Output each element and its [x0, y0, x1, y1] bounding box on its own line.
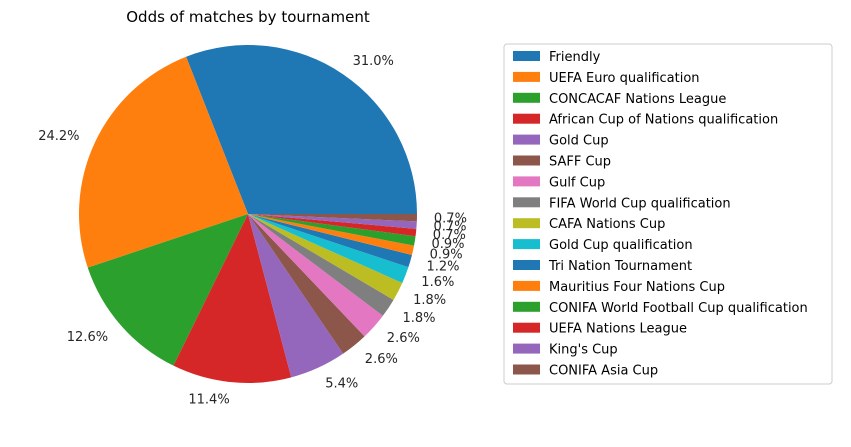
legend-item: UEFA Nations League: [513, 322, 687, 337]
legend-label: SAFF Cup: [549, 155, 611, 170]
legend-label: Friendly: [549, 50, 601, 65]
pie-slice-12: [248, 214, 415, 255]
legend-label: UEFA Euro qualification: [549, 71, 700, 86]
legend-swatch: [513, 197, 540, 208]
legend: Friendly UEFA Euro qualification CONCACAF …: [503, 43, 833, 385]
pct-label-5: 5.4%: [325, 377, 358, 392]
pct-label-6: 2.6%: [365, 352, 398, 367]
legend-item: CONIFA World Football Cup qualification: [513, 301, 808, 316]
legend-label: King's Cup: [549, 343, 618, 358]
pct-label-16: 0.7%: [434, 212, 467, 227]
legend-label: Gulf Cup: [549, 175, 605, 190]
legend-label: CONIFA Asia Cup: [549, 364, 658, 379]
pct-label-15: 0.7%: [434, 220, 467, 235]
legend-item: CONIFA Asia Cup: [513, 364, 658, 379]
legend-label: Gold Cup qualification: [549, 238, 693, 253]
pct-label-7: 2.6%: [387, 331, 420, 346]
legend-swatch: [513, 134, 540, 145]
legend-label: Mauritius Four Nations Cup: [549, 280, 725, 295]
pie-slice-6: [248, 214, 365, 354]
chart-title: Odds of matches by tournament: [126, 8, 370, 26]
legend-item: CAFA Nations Cup: [513, 217, 665, 232]
pie-slice-7: [248, 214, 383, 337]
legend-label: African Cup of Nations qualification: [549, 113, 778, 128]
pct-label-1: 31.0%: [353, 54, 394, 69]
legend-item: Mauritius Four Nations Cup: [513, 280, 725, 295]
legend-label: Gold Cup: [549, 134, 609, 149]
legend-item: Gulf Cup: [513, 175, 605, 190]
pie-slice-14: [248, 214, 417, 237]
pie-slices: [78, 45, 417, 384]
legend-swatch: [513, 239, 540, 250]
legend-item: Friendly: [513, 50, 601, 65]
pie-slice-2: [78, 56, 249, 268]
legend-label: UEFA Nations League: [549, 322, 687, 337]
legend-item: UEFA Euro qualification: [513, 71, 700, 86]
pie-slice-4: [173, 214, 292, 384]
pie-slice-11: [248, 214, 412, 268]
pct-label-2: 24.2%: [38, 129, 79, 144]
pie-slice-5: [248, 214, 344, 378]
legend-label: CONIFA World Football Cup qualification: [549, 301, 808, 316]
legend-swatch: [513, 155, 540, 166]
pie-slice-16: [248, 214, 417, 222]
pct-label-12: 0.9%: [430, 247, 463, 262]
pie-slice-9: [248, 214, 403, 300]
legend-swatch: [513, 113, 540, 124]
legend-label: CAFA Nations Cup: [549, 217, 665, 232]
legend-item: Tri Nation Tournament: [513, 259, 692, 274]
legend-item: African Cup of Nations qualification: [513, 113, 778, 128]
legend-swatch: [513, 218, 540, 229]
legend-item: SAFF Cup: [513, 155, 611, 170]
legend-item: Gold Cup: [513, 134, 609, 149]
pct-label-8: 1.8%: [403, 311, 436, 326]
pie-percent-labels: 31.0% 24.2% 12.6% 11.4% 5.4% 2.6% 2.6% 1.8% 1.8%…: [38, 54, 467, 408]
pct-label-11: 1.2%: [427, 259, 460, 274]
legend-swatch: [513, 71, 540, 82]
legend-swatch: [513, 260, 540, 270]
legend-item: CONCACAF Nations League: [513, 92, 726, 107]
legend-label: CONCACAF Nations League: [549, 92, 726, 107]
pct-label-14: 0.7%: [433, 228, 466, 243]
legend-item: FIFA World Cup qualification: [513, 196, 731, 211]
legend-swatch: [513, 364, 540, 375]
pie-slice-15: [248, 214, 417, 229]
legend-label: Tri Nation Tournament: [548, 259, 692, 274]
pct-label-3: 12.6%: [67, 330, 108, 345]
legend-swatch: [513, 51, 540, 61]
pie-slice-1: [186, 45, 417, 214]
legend-swatch: [513, 176, 540, 187]
pct-label-4: 11.4%: [188, 393, 229, 408]
legend-label: FIFA World Cup qualification: [549, 196, 731, 211]
legend-swatch: [513, 280, 540, 291]
legend-frame: [503, 43, 833, 385]
pct-label-9: 1.8%: [413, 293, 446, 308]
pie-slice-13: [248, 214, 416, 246]
legend-item: King's Cup: [513, 343, 618, 358]
legend-swatch: [513, 301, 540, 312]
pct-label-10: 1.6%: [421, 275, 454, 290]
pie-slice-10: [248, 214, 409, 283]
pie-slice-3: [87, 214, 248, 366]
legend-item: Gold Cup qualification: [513, 238, 693, 253]
pie-slice-8: [248, 214, 394, 316]
legend-swatch: [513, 343, 540, 354]
legend-swatch: [513, 322, 540, 333]
legend-swatch: [513, 92, 540, 103]
pct-label-13: 0.9%: [432, 237, 465, 252]
